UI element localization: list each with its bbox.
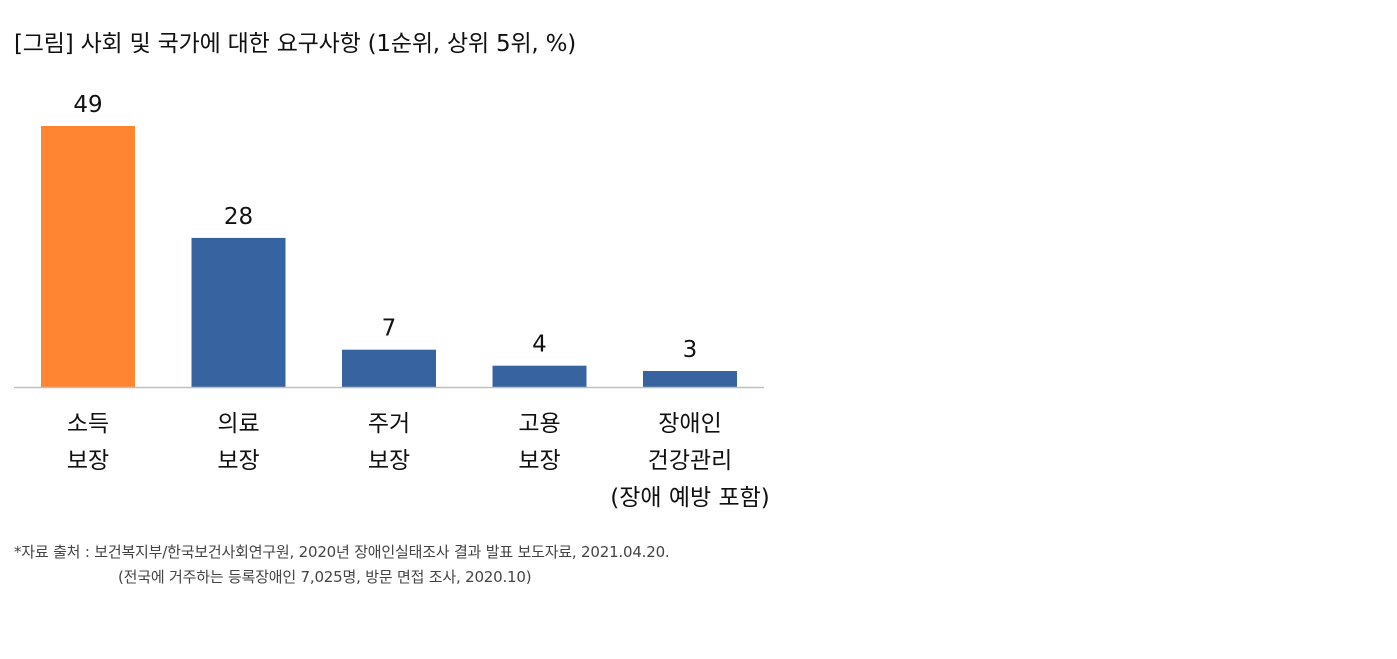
category-label-2: 의료 보장 (217, 411, 259, 474)
data-label-5: 3 (683, 337, 698, 363)
data-label-3: 7 (382, 316, 397, 342)
bar-3 (342, 349, 436, 387)
category-label-4: 고용 보장 (518, 411, 560, 474)
data-label-2: 28 (224, 204, 253, 230)
source-line-2: (전국에 거주하는 등록장애인 7,025명, 방문 면접 조사, 2020.1… (118, 568, 532, 586)
bar-1 (41, 126, 135, 387)
category-label-3: 주거 보장 (368, 411, 410, 474)
bar-2 (191, 237, 286, 387)
data-label-1: 49 (73, 92, 102, 118)
chart-title: [그림] 사회 및 국가에 대한 요구사항 (1순위, 상위 5위, %) (14, 31, 577, 57)
source-note: *자료 출처 : 보건복지부/한국보건사회연구원, 2020년 장애인실태조사 … (14, 540, 670, 590)
category-label-5: 장애인 건강관리 (장애 예방 포함) (610, 411, 770, 511)
bar-4 (492, 365, 587, 387)
source-line-1: *자료 출처 : 보건복지부/한국보건사회연구원, 2020년 장애인실태조사 … (14, 543, 670, 561)
data-label-4: 4 (532, 332, 547, 358)
category-label-1: 소득 보장 (67, 411, 109, 474)
bar-5 (643, 371, 737, 387)
